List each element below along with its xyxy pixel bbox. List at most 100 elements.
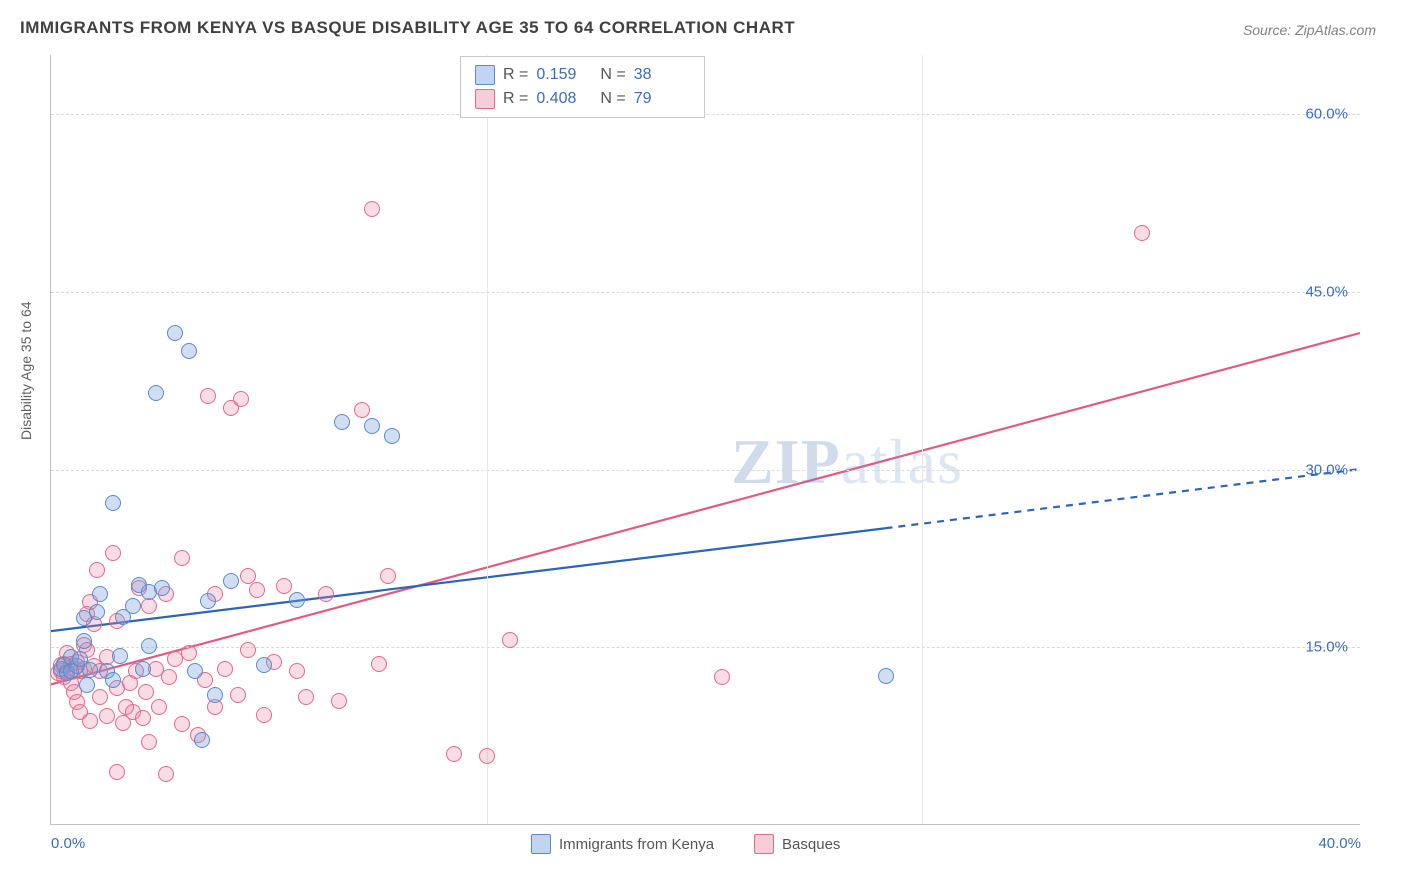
scatter-point-a <box>92 586 108 602</box>
trend-line <box>885 469 1360 528</box>
scatter-point-b <box>200 388 216 404</box>
scatter-point-b <box>298 689 314 705</box>
scatter-point-a <box>878 668 894 684</box>
y-tick-label: 15.0% <box>1305 639 1348 656</box>
scatter-point-b <box>217 661 233 677</box>
legend-row-b: R = 0.408 N = 79 <box>475 87 690 111</box>
scatter-point-a <box>200 593 216 609</box>
scatter-point-b <box>446 746 462 762</box>
scatter-point-a <box>256 657 272 673</box>
scatter-point-b <box>364 201 380 217</box>
scatter-point-b <box>1134 225 1150 241</box>
scatter-point-b <box>276 578 292 594</box>
legend-label-a: Immigrants from Kenya <box>559 836 714 853</box>
gridline-v <box>487 55 488 824</box>
swatch-basques-icon <box>754 834 774 854</box>
gridline-h <box>51 292 1360 293</box>
legend-label-b: Basques <box>782 836 840 853</box>
scatter-point-a <box>289 592 305 608</box>
bottom-legend: Immigrants from Kenya Basques <box>531 834 840 854</box>
swatch-kenya-icon <box>531 834 551 854</box>
x-tick-label: 40.0% <box>1318 835 1361 852</box>
gridline-h <box>51 470 1360 471</box>
scatter-point-b <box>82 713 98 729</box>
scatter-point-b <box>371 656 387 672</box>
scatter-point-a <box>148 385 164 401</box>
scatter-point-a <box>112 648 128 664</box>
scatter-point-a <box>141 638 157 654</box>
scatter-point-b <box>240 568 256 584</box>
legend-item-b: Basques <box>754 834 840 854</box>
y-axis-label: Disability Age 35 to 64 <box>18 301 34 440</box>
n-value-a: 38 <box>634 63 690 87</box>
scatter-point-b <box>89 562 105 578</box>
scatter-point-b <box>138 684 154 700</box>
scatter-point-a <box>194 732 210 748</box>
scatter-point-b <box>141 598 157 614</box>
scatter-point-b <box>240 642 256 658</box>
scatter-point-a <box>181 343 197 359</box>
scatter-point-b <box>714 669 730 685</box>
scatter-point-a <box>167 325 183 341</box>
scatter-point-b <box>289 663 305 679</box>
trend-line <box>51 333 1360 684</box>
scatter-point-a <box>154 580 170 596</box>
swatch-a-icon <box>475 65 495 85</box>
scatter-point-a <box>105 672 121 688</box>
scatter-point-b <box>230 687 246 703</box>
legend-row-a: R = 0.159 N = 38 <box>475 63 690 87</box>
scatter-point-a <box>187 663 203 679</box>
plot-area: ZIPatlas Immigrants from Kenya Basques 1… <box>50 55 1360 825</box>
r-label-a: R = <box>503 63 528 87</box>
scatter-point-b <box>479 748 495 764</box>
scatter-point-b <box>233 391 249 407</box>
scatter-point-b <box>99 708 115 724</box>
y-tick-label: 45.0% <box>1305 283 1348 300</box>
scatter-point-b <box>105 545 121 561</box>
scatter-point-b <box>256 707 272 723</box>
scatter-point-b <box>92 689 108 705</box>
scatter-point-a <box>364 418 380 434</box>
scatter-point-b <box>174 716 190 732</box>
y-tick-label: 60.0% <box>1305 106 1348 123</box>
watermark-atlas: atlas <box>841 426 963 497</box>
scatter-point-a <box>125 598 141 614</box>
legend-item-a: Immigrants from Kenya <box>531 834 714 854</box>
scatter-point-a <box>135 661 151 677</box>
scatter-point-b <box>174 550 190 566</box>
scatter-point-b <box>354 402 370 418</box>
scatter-point-a <box>384 428 400 444</box>
r-value-b: 0.408 <box>536 87 592 111</box>
source-attribution: Source: ZipAtlas.com <box>1243 22 1376 38</box>
watermark-zip: ZIP <box>731 426 841 497</box>
scatter-point-a <box>105 495 121 511</box>
scatter-point-a <box>207 687 223 703</box>
r-value-a: 0.159 <box>536 63 592 87</box>
trend-lines <box>51 55 1360 824</box>
n-label-a: N = <box>600 63 625 87</box>
scatter-point-b <box>318 586 334 602</box>
gridline-v <box>922 55 923 824</box>
scatter-point-b <box>151 699 167 715</box>
r-label-b: R = <box>503 87 528 111</box>
scatter-point-b <box>380 568 396 584</box>
scatter-point-a <box>82 662 98 678</box>
n-value-b: 79 <box>634 87 690 111</box>
x-tick-label: 0.0% <box>51 835 85 852</box>
n-label-b: N = <box>600 87 625 111</box>
scatter-point-a <box>334 414 350 430</box>
scatter-point-b <box>158 766 174 782</box>
scatter-point-a <box>223 573 239 589</box>
scatter-point-b <box>181 645 197 661</box>
scatter-point-b <box>161 669 177 685</box>
scatter-point-b <box>249 582 265 598</box>
scatter-point-b <box>109 764 125 780</box>
scatter-point-b <box>331 693 347 709</box>
scatter-point-a <box>79 677 95 693</box>
gridline-h <box>51 114 1360 115</box>
scatter-point-a <box>76 633 92 649</box>
y-tick-label: 30.0% <box>1305 461 1348 478</box>
correlation-legend: R = 0.159 N = 38 R = 0.408 N = 79 <box>460 56 705 118</box>
swatch-b-icon <box>475 89 495 109</box>
scatter-point-b <box>135 710 151 726</box>
